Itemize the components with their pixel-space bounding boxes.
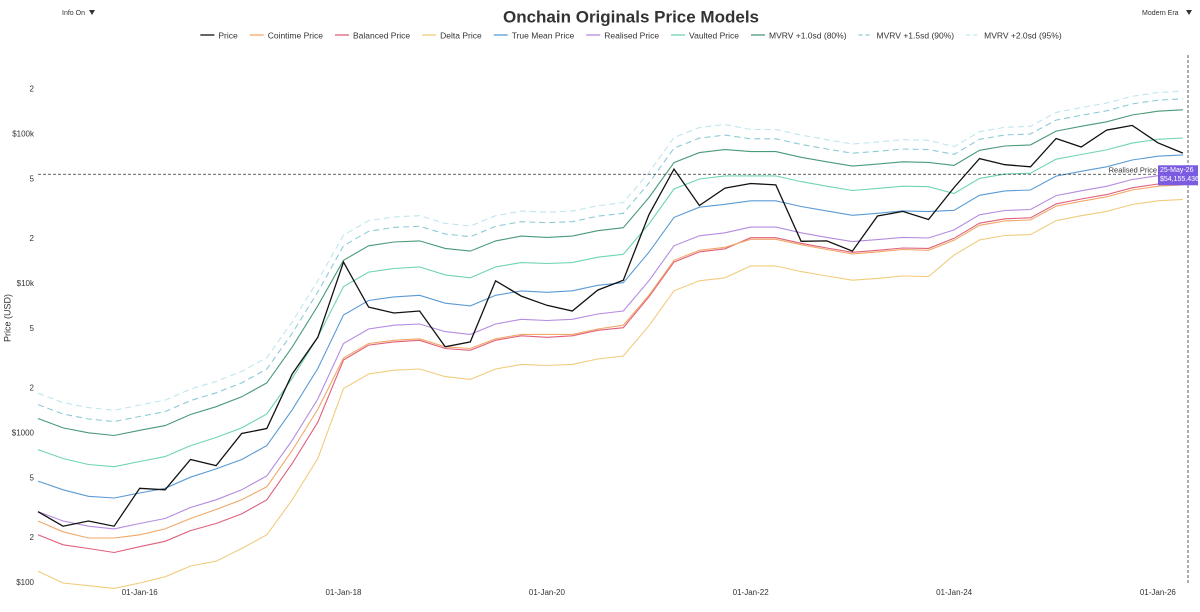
y-tick-label: $100k: [12, 130, 35, 139]
legend-label: MVRV +1.0sd (80%): [769, 30, 847, 40]
y-tick-label: 5: [30, 175, 35, 184]
legend-item: Vaulted Price: [671, 30, 739, 40]
y-tick-label: 2: [30, 234, 35, 243]
legend-label: Price: [218, 30, 238, 40]
crosshair-date: 25-May-26: [1160, 167, 1194, 174]
legend-label: Realised Price: [604, 30, 659, 40]
legend: Price Cointime Price Balanced Price Delta P…: [200, 30, 1062, 40]
crosshair-value: $54,155.436: [1160, 176, 1199, 183]
dropdown-icon[interactable]: [1186, 10, 1192, 15]
legend-label: MVRV +2.0sd (95%): [984, 30, 1062, 40]
legend-label: Balanced Price: [353, 30, 410, 40]
legend-label: True Mean Price: [512, 30, 575, 40]
series-line: [37, 137, 1183, 468]
chart-title: Onchain Originals Price Models: [503, 7, 759, 26]
x-tick-label: 01-Jan-16: [122, 588, 159, 597]
legend-label: Vaulted Price: [689, 30, 739, 40]
y-tick-label: 2: [30, 384, 35, 393]
y-tick-label: 2: [30, 533, 35, 542]
legend-item: MVRV +1.0sd (80%): [750, 30, 847, 40]
x-tick-label: 01-Jan-24: [936, 588, 973, 597]
y-tick-label: $100: [16, 578, 34, 587]
x-tick-label: 01-Jan-18: [325, 588, 362, 597]
series-line: [37, 154, 1183, 499]
crosshair-series-label: Realised Price: [1109, 165, 1157, 174]
series-line: [37, 182, 1183, 554]
era-select[interactable]: Modern Era: [1142, 10, 1179, 17]
y-tick-label: $1000: [12, 429, 35, 438]
series-line: [37, 198, 1183, 589]
legend-label: Cointime Price: [268, 30, 324, 40]
series-line: [37, 173, 1183, 530]
legend-item: Cointime Price: [249, 30, 324, 40]
legend-item: MVRV +1.5sd (90%): [858, 30, 955, 40]
dropdown-icon[interactable]: [89, 10, 95, 15]
series-line: [37, 184, 1183, 539]
x-tick-label: 01-Jan-20: [529, 588, 566, 597]
crosshair-box: [1158, 165, 1198, 186]
series-line: [37, 90, 1183, 411]
y-tick-label: 5: [30, 474, 35, 483]
legend-label: MVRV +1.5sd (90%): [877, 30, 955, 40]
series-line: [37, 109, 1183, 437]
x-tick-label: 01-Jan-26: [1140, 588, 1177, 597]
legend-item: MVRV +2.0sd (95%): [966, 30, 1062, 40]
y-axis-title: Price (USD): [2, 294, 12, 342]
legend-label: Delta Price: [440, 30, 482, 40]
series-line: [37, 124, 1184, 527]
x-tick-label: 01-Jan-22: [733, 588, 770, 597]
y-tick-label: 2: [30, 85, 35, 94]
series-line: [37, 98, 1183, 423]
legend-item: Delta Price: [422, 30, 482, 40]
legend-item: Balanced Price: [334, 30, 410, 40]
legend-item: Price: [200, 30, 238, 40]
y-tick-label: $10k: [17, 279, 35, 288]
y-tick-label: 5: [30, 324, 35, 333]
info-toggle[interactable]: Info On: [62, 10, 85, 17]
legend-item: Realised Price: [586, 30, 659, 40]
legend-item: True Mean Price: [493, 30, 575, 40]
